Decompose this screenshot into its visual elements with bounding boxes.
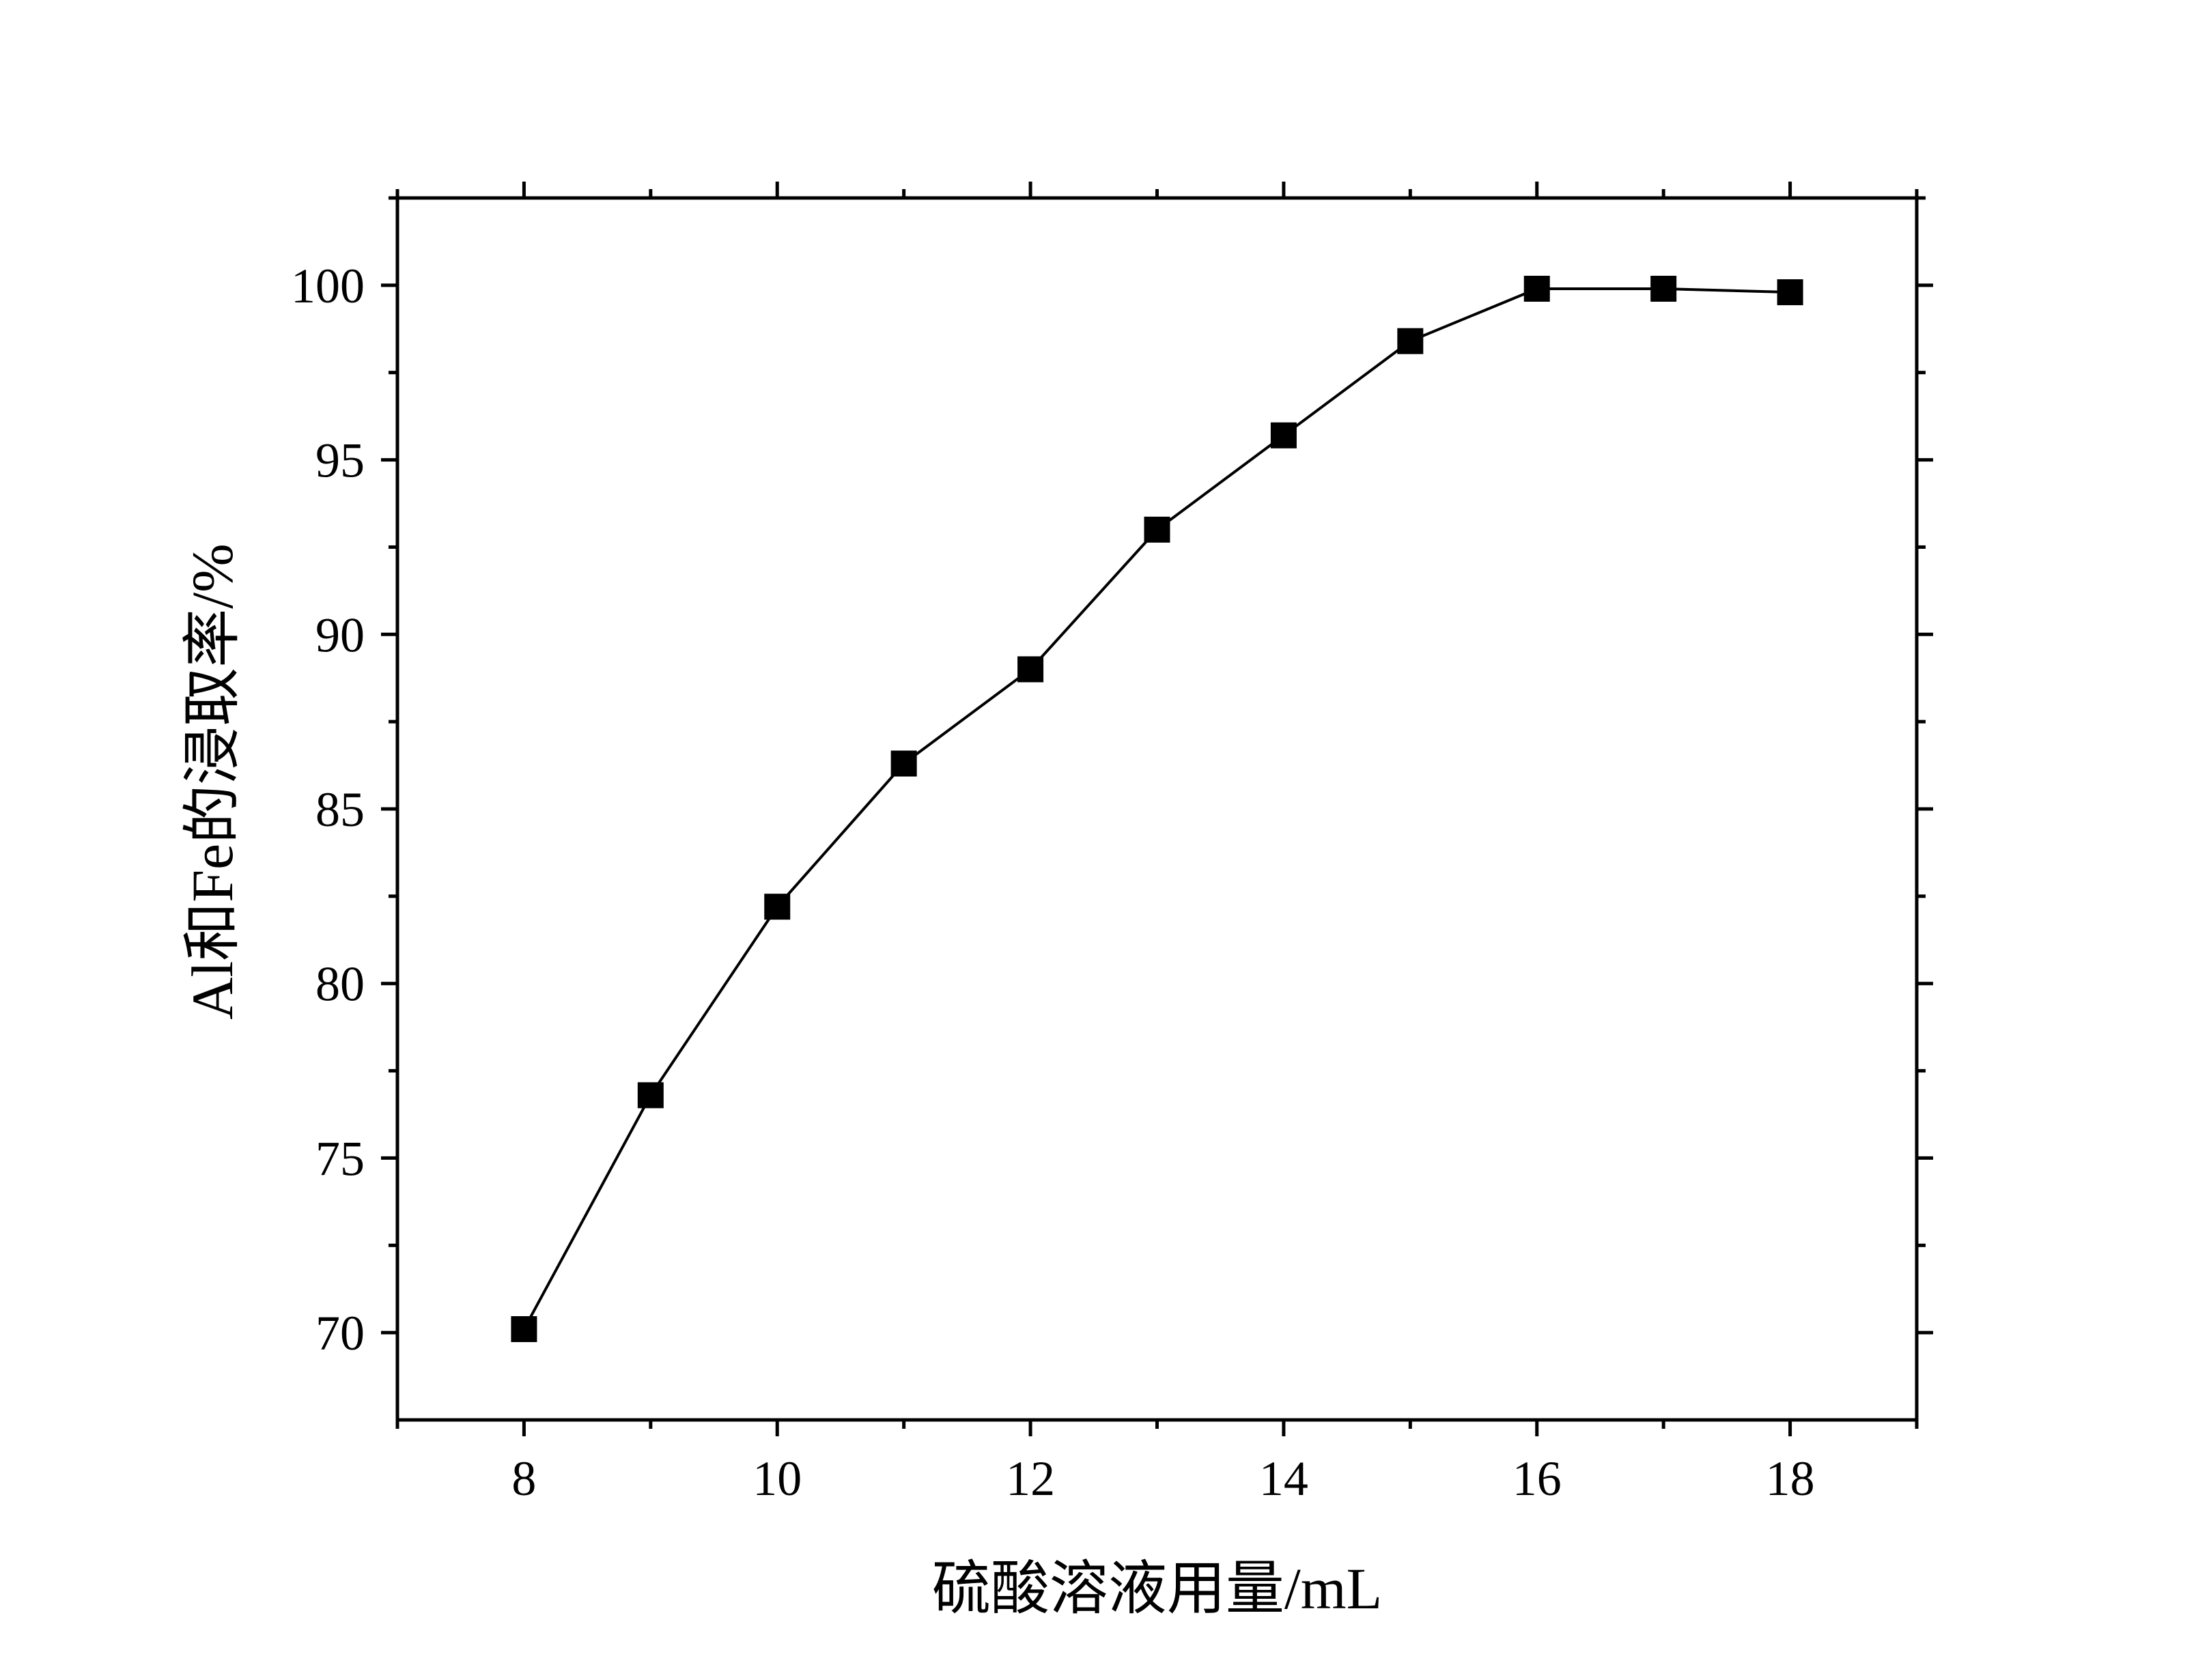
- x-tick-label: 10: [752, 1451, 802, 1506]
- data-point-square: [1650, 275, 1677, 302]
- y-axis-label: Al和Fe的浸取率/%: [180, 543, 245, 1020]
- axes: 8 10 12 14 16 18 70 75 80 85 90 95 100: [291, 182, 1933, 1506]
- y-tick-label: 100: [291, 259, 365, 313]
- data-point-square: [1523, 275, 1550, 302]
- y-tick-label: 90: [315, 608, 365, 662]
- y-tick-label: 80: [315, 957, 365, 1012]
- data-point-square: [511, 1316, 537, 1343]
- data-point-square: [764, 894, 791, 920]
- y-tick-label: 75: [315, 1131, 365, 1186]
- data-point-square: [1777, 279, 1803, 306]
- y-tick-label: 70: [315, 1306, 365, 1361]
- data-point-square: [1270, 422, 1297, 449]
- x-tick-label: 8: [511, 1451, 536, 1506]
- y-tick-label: 95: [315, 433, 365, 488]
- x-tick-label: 18: [1766, 1451, 1815, 1506]
- x-tick-label: 14: [1259, 1451, 1308, 1506]
- data-point-square: [637, 1082, 664, 1109]
- x-axis-label: 硫酸溶液用量/mL: [932, 1556, 1382, 1621]
- data-point-square: [1144, 516, 1170, 543]
- x-tick-label: 16: [1512, 1451, 1562, 1506]
- data-point-square: [1397, 328, 1424, 354]
- data-series: [511, 275, 1803, 1343]
- data-point-square: [890, 750, 917, 777]
- x-tick-label: 12: [1006, 1451, 1055, 1506]
- data-point-square: [1017, 656, 1044, 683]
- y-tick-label: 85: [315, 782, 365, 837]
